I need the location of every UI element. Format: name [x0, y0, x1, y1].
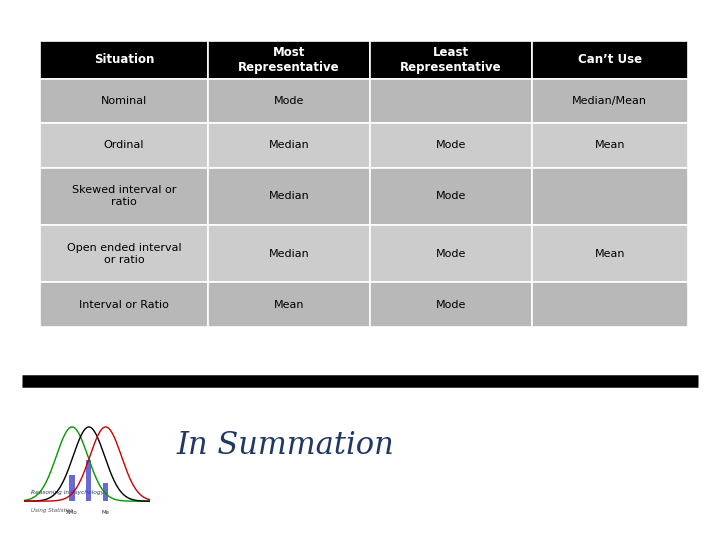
Text: In Summation: In Summation — [176, 430, 394, 461]
Bar — [40, 40, 208, 79]
Text: Using Statistics: Using Statistics — [31, 508, 73, 513]
Text: Median: Median — [269, 191, 310, 201]
Text: Median: Median — [269, 140, 310, 151]
Bar — [40, 167, 208, 225]
Bar — [208, 79, 370, 123]
Bar — [370, 282, 532, 327]
Bar — [532, 282, 688, 327]
Text: Mean: Mean — [595, 140, 625, 151]
Text: Situation: Situation — [94, 53, 154, 66]
Bar — [40, 225, 208, 282]
Bar — [532, 79, 688, 123]
Text: Mode: Mode — [436, 191, 467, 201]
Bar — [40, 79, 208, 123]
Text: Mode: Mode — [436, 300, 467, 309]
Bar — [86, 460, 91, 501]
Bar — [208, 225, 370, 282]
Bar — [532, 225, 688, 282]
Text: Ordinal: Ordinal — [104, 140, 144, 151]
Bar — [532, 123, 688, 167]
Bar — [370, 167, 532, 225]
Bar — [40, 282, 208, 327]
Bar — [69, 475, 75, 501]
Text: Median/Mean: Median/Mean — [572, 96, 647, 106]
Bar — [370, 79, 532, 123]
Bar — [532, 40, 688, 79]
Bar — [370, 123, 532, 167]
Bar — [208, 40, 370, 79]
Text: Me: Me — [102, 510, 109, 515]
Text: Mode: Mode — [436, 249, 467, 259]
Bar — [40, 123, 208, 167]
Text: Mean: Mean — [595, 249, 625, 259]
Text: Mode: Mode — [274, 96, 305, 106]
Text: Least
Representative: Least Representative — [400, 46, 502, 74]
Text: Open ended interval
or ratio: Open ended interval or ratio — [66, 243, 181, 265]
Bar — [370, 40, 532, 79]
Text: Interval or Ratio: Interval or Ratio — [79, 300, 168, 309]
Text: Reasoning in Psychology: Reasoning in Psychology — [31, 490, 104, 495]
Text: Median: Median — [269, 249, 310, 259]
Bar — [103, 483, 108, 501]
Text: Nominal: Nominal — [101, 96, 147, 106]
Text: Mode: Mode — [436, 140, 467, 151]
Bar — [208, 282, 370, 327]
Text: X̄Mo: X̄Mo — [66, 510, 78, 515]
Bar — [532, 167, 688, 225]
Text: Can’t Use: Can’t Use — [577, 53, 642, 66]
Text: Mean: Mean — [274, 300, 305, 309]
Bar — [208, 167, 370, 225]
Text: Skewed interval or
ratio: Skewed interval or ratio — [72, 185, 176, 207]
Text: Most
Representative: Most Representative — [238, 46, 340, 74]
Bar — [208, 123, 370, 167]
Bar — [370, 225, 532, 282]
